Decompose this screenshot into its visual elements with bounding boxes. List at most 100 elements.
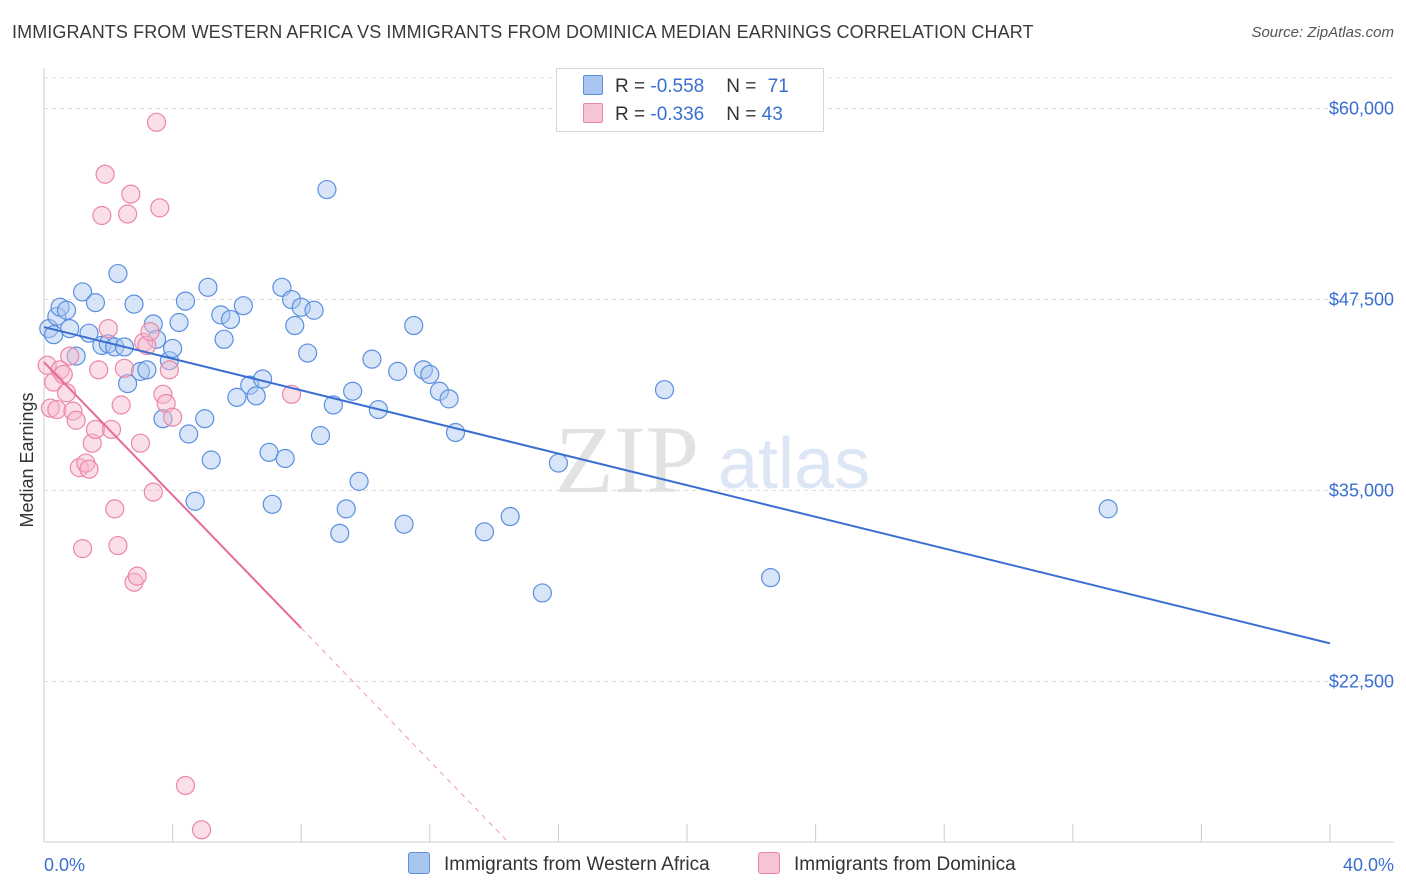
data-point-western-africa <box>259 442 279 462</box>
data-point-dominica <box>47 399 67 420</box>
y-tick-label: $60,000 <box>1329 99 1394 119</box>
data-point-western-africa <box>211 305 231 325</box>
data-point-western-africa <box>281 289 302 310</box>
data-point-dominica <box>121 184 141 204</box>
trend-lines <box>43 326 1331 843</box>
legend-n-value: 71 <box>767 76 789 97</box>
data-point-dominica <box>79 459 99 479</box>
data-point-dominica <box>56 383 77 403</box>
data-point-western-africa <box>439 389 459 409</box>
data-point-western-africa <box>388 361 408 381</box>
data-point-western-africa <box>66 346 86 366</box>
data-point-western-africa <box>130 361 151 381</box>
data-point-western-africa <box>56 300 77 320</box>
data-point-western-africa <box>262 494 282 514</box>
chart-title: IMMIGRANTS FROM WESTERN AFRICA VS IMMIGR… <box>12 22 1034 42</box>
data-point-dominica <box>117 204 138 224</box>
data-point-dominica <box>111 395 131 415</box>
data-point-dominica <box>191 820 212 840</box>
legend-r-label: R = <box>615 76 651 97</box>
data-point-western-africa <box>198 277 218 297</box>
data-point-dominica <box>105 499 125 519</box>
y-tick-label: $47,500 <box>1329 290 1394 310</box>
y-tick-label: $35,000 <box>1329 481 1394 501</box>
x-tick-label-max: 40.0% <box>1343 855 1394 875</box>
data-point-dominica <box>130 433 151 453</box>
data-point-western-africa <box>179 424 199 444</box>
data-point-western-africa <box>153 409 173 429</box>
data-point-western-africa <box>323 395 343 415</box>
correlation-legend: R = -0.558 N = 71 R = -0.336 N = 43 <box>556 68 824 132</box>
data-point-dominica <box>95 164 115 184</box>
data-point-dominica <box>40 398 61 418</box>
legend-swatch-pink <box>758 852 780 874</box>
data-point-western-africa <box>298 343 318 363</box>
data-point-western-africa <box>227 387 247 407</box>
legend-n-label: N = <box>726 76 762 97</box>
legend-swatch-blue <box>583 75 603 95</box>
data-point-dominica <box>108 535 128 556</box>
data-point-dominica <box>150 198 170 218</box>
legend-n-value: 43 <box>761 104 783 125</box>
legend-series2-label: Immigrants from Dominica <box>794 854 1016 875</box>
data-point-western-africa <box>1098 499 1118 519</box>
legend-row-dominica: R = -0.336 N = 43 <box>583 103 783 126</box>
data-point-western-africa <box>532 583 552 603</box>
data-point-western-africa <box>336 499 356 519</box>
data-point-western-africa <box>404 315 424 336</box>
data-point-western-africa <box>394 514 414 534</box>
data-point-western-africa <box>330 523 350 543</box>
data-point-dominica <box>143 482 163 502</box>
data-point-western-africa <box>304 300 324 320</box>
data-point-western-africa <box>474 522 495 542</box>
data-point-western-africa <box>310 425 331 446</box>
data-point-dominica <box>127 566 147 586</box>
legend-n-label: N = <box>726 104 762 125</box>
data-point-western-africa <box>343 381 363 401</box>
trend-line-dominica-extension <box>300 627 509 843</box>
watermark-zip: ZIP <box>555 406 699 513</box>
data-point-western-africa <box>185 491 205 511</box>
legend-swatch-pink <box>583 103 603 123</box>
data-point-western-africa <box>500 506 520 527</box>
bottom-legend-dominica: Immigrants from Dominica <box>758 852 1016 876</box>
data-point-western-africa <box>169 312 189 333</box>
data-point-dominica <box>114 358 134 378</box>
data-point-western-africa <box>124 294 144 314</box>
data-point-western-africa <box>548 453 569 473</box>
trend-line-western-africa <box>43 326 1331 645</box>
data-point-western-africa <box>85 293 106 313</box>
legend-swatch-blue <box>408 852 430 874</box>
series-western-africa <box>39 179 1118 603</box>
data-point-western-africa <box>275 448 295 469</box>
data-point-dominica <box>72 539 93 559</box>
y-axis-title: Median Earnings <box>17 392 37 527</box>
axes <box>43 68 1394 843</box>
legend-r-value: -0.336 <box>650 104 705 125</box>
data-point-dominica <box>159 360 179 380</box>
data-point-dominica <box>60 346 80 366</box>
data-point-western-africa <box>201 450 221 470</box>
data-point-western-africa <box>137 360 157 380</box>
source-credit: Source: ZipAtlas.com <box>1251 24 1394 41</box>
data-point-western-africa <box>175 291 196 311</box>
data-point-dominica <box>66 410 86 430</box>
data-point-dominica <box>140 322 160 342</box>
data-point-western-africa <box>317 179 337 200</box>
data-point-western-africa <box>246 386 266 406</box>
data-point-dominica <box>85 419 106 440</box>
data-point-western-africa <box>233 296 253 316</box>
watermark-atlas: atlas <box>718 424 870 504</box>
data-point-western-africa <box>420 364 440 385</box>
data-point-dominica <box>163 407 183 427</box>
y-tick-label: $22,500 <box>1329 672 1394 692</box>
data-point-western-africa <box>214 329 234 349</box>
data-point-dominica <box>175 775 196 796</box>
data-point-dominica <box>101 419 122 440</box>
x-tick-label-min: 0.0% <box>44 855 85 875</box>
data-point-dominica <box>92 205 112 226</box>
data-point-western-africa <box>220 309 241 330</box>
legend-series1-label: Immigrants from Western Africa <box>444 854 710 875</box>
data-point-western-africa <box>195 409 215 429</box>
